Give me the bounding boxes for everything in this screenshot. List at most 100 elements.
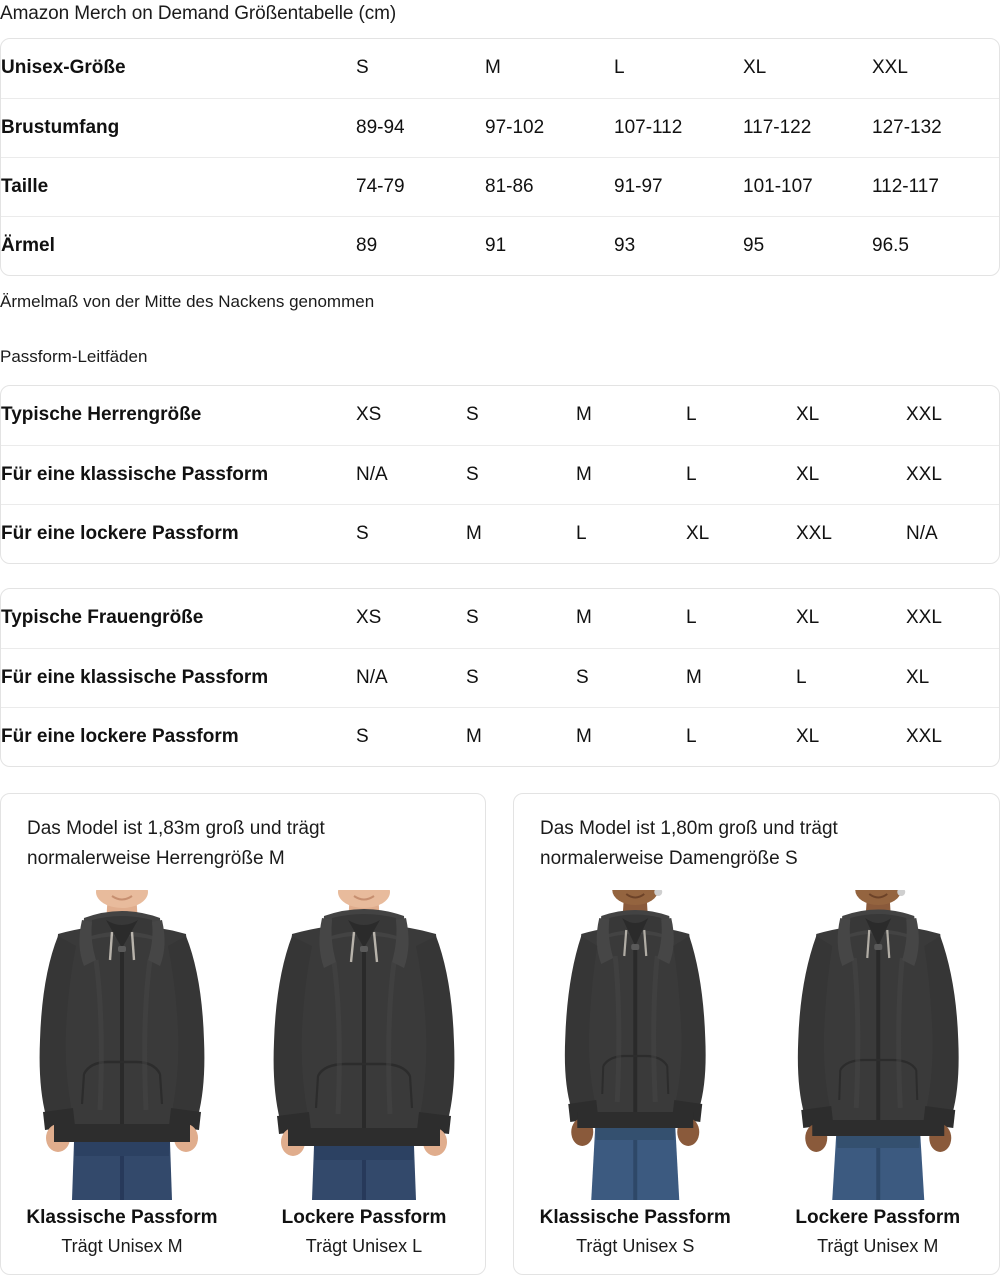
waist-m: 81-86 [485,156,614,216]
mens-fit-header-4: L [686,404,697,426]
fit-guides-heading: Passform-Leitfäden [0,347,148,366]
row-label-sleeve: Ärmel [1,215,356,275]
womens-fit-header-6: XXL [906,607,942,629]
size-table-header-s: S [356,57,369,79]
womens-relaxed-1: S [356,706,466,766]
mens-classic-4: L [686,444,796,504]
size-table-header-xxl: XXL [872,57,908,79]
womens-relaxed-2: M [466,706,576,766]
table-row: Taille 74-79 81-86 91-97 101-107 112-117 [1,156,999,216]
mens-classic-6: XXL [906,444,999,504]
mens-model-figures [1,890,485,1200]
womens-classic-2: S [466,647,576,707]
table-row: Für eine klassische Passform N/A S M L X… [1,444,999,504]
womens-model-card: Das Model ist 1,80m groß und trägt norma… [513,793,1000,1275]
female-model-relaxed-icon [767,890,988,1200]
chest-xxl: 127-132 [872,97,999,157]
row-label-waist: Taille [1,156,356,216]
mens-fit-header-2: S [466,404,479,426]
table-row: Brustumfang 89-94 97-102 107-112 117-122… [1,97,999,157]
mens-fit-guide-table: Typische Herrengröße XS S M L XL XXL Für… [0,385,1000,564]
mens-relaxed-5: XXL [796,503,906,563]
womens-classic-3: S [576,647,686,707]
size-table-header-l: L [614,57,625,79]
mens-relaxed-2: M [466,503,576,563]
mens-classic-3: M [576,444,686,504]
womens-fit-header-4: L [686,607,697,629]
table-row: Für eine lockere Passform S M M L XL XXL [1,706,999,766]
womens-classic-fit-label-block: Klassische Passform Trägt Unisex S [514,1204,757,1260]
womens-relaxed-fit-sub: Trägt Unisex M [817,1236,939,1256]
mens-relaxed-fit-photo [243,890,485,1200]
table-row-header: Unisex-Größe S M L XL XXL [1,39,999,98]
waist-l: 91-97 [614,156,743,216]
womens-classic-fit-label: Für eine klassische Passform [1,647,356,707]
womens-relaxed-fit-photo [757,890,1000,1200]
sleeve-s: 89 [356,215,485,275]
size-table-header-label: Unisex-Größe [1,57,126,79]
womens-classic-6: XL [906,647,999,707]
womens-relaxed-3: M [576,706,686,766]
womens-classic-5: L [796,647,906,707]
mens-classic-fit-photo [1,890,243,1200]
table-row: Für eine lockere Passform S M L XL XXL N… [1,503,999,563]
mens-classic-5: XL [796,444,906,504]
womens-fit-header-2: S [466,607,479,629]
womens-classic-1: N/A [356,647,466,707]
mens-classic-fit-label: Für eine klassische Passform [1,444,356,504]
mens-relaxed-4: XL [686,503,796,563]
mens-classic-fit-name: Klassische Passform [26,1207,218,1228]
male-model-relaxed-icon [254,890,474,1200]
mens-classic-fit-sub: Trägt Unisex M [61,1236,183,1256]
row-label-chest: Brustumfang [1,97,356,157]
sleeve-l: 93 [614,215,743,275]
womens-classic-4: M [686,647,796,707]
mens-classic-2: S [466,444,576,504]
size-table-header-m: M [485,57,501,79]
chest-s: 89-94 [356,97,485,157]
womens-relaxed-fit-label: Für eine lockere Passform [1,706,356,766]
womens-fit-header-5: XL [796,607,820,629]
unisex-size-table: Unisex-Größe S M L XL XXL Brustumfang 89… [0,38,1000,276]
womens-relaxed-6: XXL [906,706,999,766]
mens-model-caption: Das Model ist 1,83m groß und trägt norma… [27,818,325,869]
mens-relaxed-6: N/A [906,503,999,563]
womens-fit-header-1: XS [356,607,382,629]
womens-relaxed-fit-label-block: Lockere Passform Trägt Unisex M [757,1204,1000,1260]
sleeve-m: 91 [485,215,614,275]
sleeve-xxl: 96.5 [872,215,999,275]
mens-relaxed-fit-label: Für eine lockere Passform [1,503,356,563]
table-row: Ärmel 89 91 93 95 96.5 [1,215,999,275]
mens-fit-header-label: Typische Herrengröße [1,404,202,426]
sleeve-xl: 95 [743,215,872,275]
mens-model-labels: Klassische Passform Trägt Unisex M Locke… [1,1204,485,1260]
womens-fit-header-3: M [576,607,592,629]
womens-classic-fit-sub: Trägt Unisex S [576,1236,695,1256]
page-title: Amazon Merch on Demand Größentabelle (cm… [0,3,397,24]
womens-model-caption: Das Model ist 1,80m groß und trägt norma… [540,818,838,869]
womens-relaxed-4: L [686,706,796,766]
sleeve-measurement-note: Ärmelmaß von der Mitte des Nackens genom… [0,292,375,311]
mens-relaxed-1: S [356,503,466,563]
womens-model-labels: Klassische Passform Trägt Unisex S Locke… [514,1204,999,1260]
mens-relaxed-fit-name: Lockere Passform [281,1207,447,1228]
mens-fit-header-3: M [576,404,592,426]
waist-xxl: 112-117 [872,156,999,216]
table-row-header: Typische Herrengröße XS S M L XL XXL [1,386,999,445]
womens-relaxed-fit-name: Lockere Passform [795,1207,961,1228]
womens-classic-fit-photo [514,890,757,1200]
mens-fit-header-6: XXL [906,404,942,426]
mens-classic-1: N/A [356,444,466,504]
waist-s: 74-79 [356,156,485,216]
chest-m: 97-102 [485,97,614,157]
womens-fit-header-label: Typische Frauengröße [1,607,204,629]
mens-fit-header-5: XL [796,404,820,426]
mens-model-card: Das Model ist 1,83m groß und trägt norma… [0,793,486,1275]
mens-relaxed-fit-label-block: Lockere Passform Trägt Unisex L [243,1204,485,1260]
female-model-classic-icon [525,890,746,1200]
table-row-header: Typische Frauengröße XS S M L XL XXL [1,589,999,648]
mens-fit-header-1: XS [356,404,382,426]
womens-classic-fit-name: Klassische Passform [539,1207,731,1228]
size-table-header-xl: XL [743,57,767,79]
